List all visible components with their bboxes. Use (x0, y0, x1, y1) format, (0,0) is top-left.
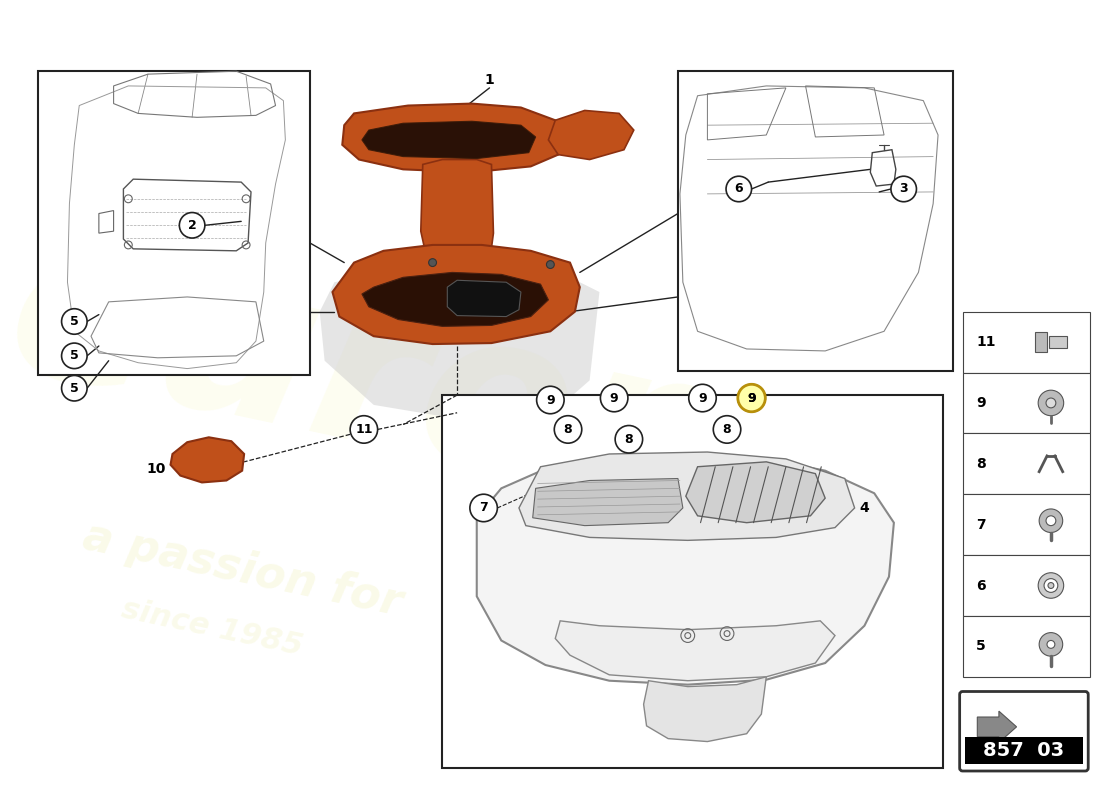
Polygon shape (685, 462, 825, 522)
Circle shape (470, 494, 497, 522)
Text: 5: 5 (977, 639, 986, 654)
Circle shape (1044, 578, 1058, 592)
Text: 9: 9 (747, 391, 756, 405)
Text: 3: 3 (900, 182, 908, 195)
Circle shape (726, 176, 751, 202)
Polygon shape (170, 438, 244, 482)
Text: 9: 9 (609, 391, 618, 405)
Polygon shape (332, 245, 580, 344)
Circle shape (429, 258, 437, 266)
Text: 8: 8 (625, 433, 634, 446)
Circle shape (1046, 516, 1056, 526)
Circle shape (1038, 573, 1064, 598)
Circle shape (62, 309, 87, 334)
Bar (678, 71, 953, 370)
Bar (962, 616, 1090, 677)
Bar (1035, 332, 1047, 352)
Bar (1049, 336, 1067, 348)
Circle shape (1038, 390, 1064, 416)
Polygon shape (320, 262, 600, 420)
Circle shape (601, 384, 628, 412)
Bar (962, 373, 1090, 434)
Bar (962, 494, 1090, 555)
Circle shape (713, 416, 740, 443)
Circle shape (554, 416, 582, 443)
Circle shape (891, 176, 916, 202)
Polygon shape (476, 454, 894, 685)
Polygon shape (556, 621, 835, 681)
Text: 1: 1 (485, 73, 494, 87)
Circle shape (1047, 641, 1055, 648)
Text: 9: 9 (977, 396, 986, 410)
Polygon shape (532, 478, 683, 526)
Text: europ: europ (0, 202, 750, 564)
Text: 6: 6 (735, 182, 744, 195)
Circle shape (537, 386, 564, 414)
Text: 11: 11 (355, 423, 373, 436)
Bar (962, 555, 1090, 616)
Text: 11: 11 (977, 335, 996, 349)
Text: 5: 5 (70, 382, 79, 394)
Bar (965, 737, 1084, 764)
Circle shape (1040, 509, 1063, 533)
Text: 8: 8 (723, 423, 732, 436)
Polygon shape (519, 452, 855, 540)
Polygon shape (448, 280, 521, 317)
Text: 857  03: 857 03 (983, 741, 1065, 760)
Polygon shape (362, 122, 536, 158)
FancyBboxPatch shape (959, 691, 1088, 771)
Polygon shape (549, 110, 634, 159)
Text: 2: 2 (188, 218, 197, 232)
Circle shape (1046, 398, 1056, 408)
Text: 9: 9 (546, 394, 554, 406)
Circle shape (350, 416, 377, 443)
Circle shape (62, 375, 87, 401)
Bar (39, 71, 310, 375)
Text: 4: 4 (859, 501, 869, 515)
Circle shape (179, 213, 205, 238)
Polygon shape (644, 677, 767, 742)
Circle shape (689, 384, 716, 412)
Circle shape (738, 384, 766, 412)
Text: 8: 8 (977, 457, 986, 470)
Circle shape (1048, 582, 1054, 589)
Text: since 1985: since 1985 (119, 594, 305, 661)
Polygon shape (421, 159, 494, 270)
Text: 7: 7 (977, 518, 986, 532)
Bar (962, 312, 1090, 373)
Circle shape (615, 426, 642, 453)
Polygon shape (362, 273, 549, 326)
Bar (962, 434, 1090, 494)
Text: 6: 6 (977, 578, 986, 593)
Text: 9: 9 (747, 391, 756, 405)
Text: 10: 10 (146, 462, 165, 476)
Circle shape (1040, 633, 1063, 656)
Circle shape (62, 343, 87, 369)
Text: 5: 5 (70, 315, 79, 328)
Text: 8: 8 (563, 423, 572, 436)
Text: 7: 7 (480, 502, 488, 514)
Text: a passion for: a passion for (79, 515, 406, 625)
Circle shape (547, 261, 554, 269)
Text: 9: 9 (698, 391, 707, 405)
Polygon shape (342, 103, 565, 172)
Polygon shape (977, 711, 1016, 742)
Text: 5: 5 (70, 350, 79, 362)
Bar (442, 395, 943, 768)
Circle shape (738, 384, 766, 412)
